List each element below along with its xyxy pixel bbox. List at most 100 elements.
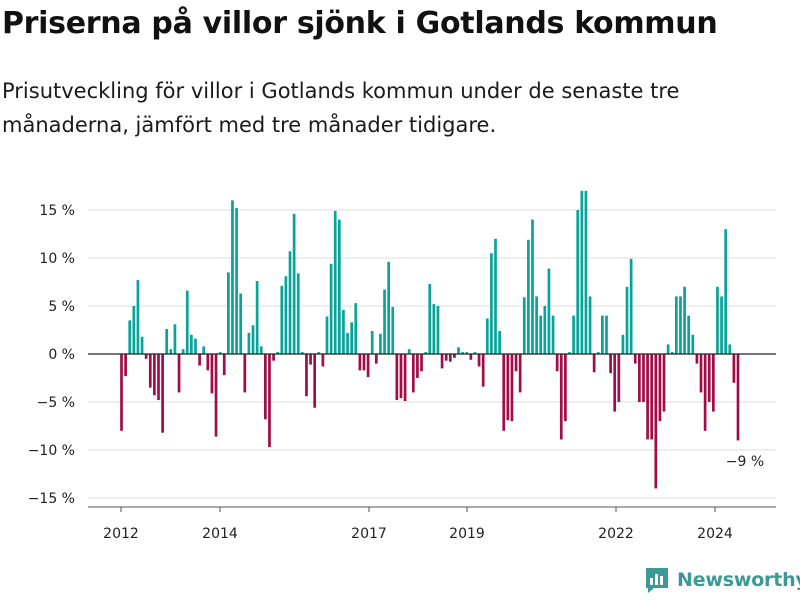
bar [703,354,707,431]
bar [494,238,497,354]
bar [592,354,596,373]
bar [716,286,719,354]
bar [198,354,201,366]
bar [572,315,575,354]
bar [288,251,292,354]
bar [720,296,723,354]
x-tick-label: 2017 [351,526,387,542]
bar [535,296,538,354]
bar [264,354,267,420]
bar [485,318,489,354]
bar [148,354,152,388]
bar [638,354,641,402]
bar [342,309,345,354]
bar [391,306,395,354]
bar [629,258,633,354]
bar [173,324,177,354]
bar [465,352,469,354]
bar [559,354,563,440]
bar [490,253,493,354]
bar [502,354,506,431]
bar [691,334,695,354]
x-tick-label: 2019 [449,526,485,542]
bar [399,354,403,399]
bar [190,334,193,354]
bar [621,334,625,354]
y-tick-label: 5 % [48,299,75,315]
bar [231,200,234,354]
bar [350,322,354,354]
bar [161,354,164,433]
bar [255,281,259,354]
bar [358,354,362,371]
bar [666,344,670,354]
bar [272,354,275,361]
bar [177,354,181,393]
chart-subtitle: Prisutveckling för villor i Gotlands kom… [2,79,680,137]
bar [547,268,551,354]
bar [383,289,386,354]
bar [683,286,686,354]
bar [568,352,571,354]
bar [564,354,567,422]
bar [128,320,132,354]
x-tick-label: 2014 [202,526,238,542]
y-tick-label: 0 % [48,347,75,363]
bar [469,354,473,360]
bar [522,297,526,354]
chart-title: Priserna på villor sjönk i Gotlands komm… [2,6,718,41]
bar [292,213,296,354]
bar [461,352,464,354]
bar [243,354,247,393]
bar [124,354,127,377]
bar [337,219,341,354]
bar [317,352,321,354]
y-tick-label: −15 % [28,491,75,507]
bar [695,354,699,364]
last-value-label: −9 % [726,454,764,470]
y-tick-label: −5 % [37,395,75,411]
bar [675,296,678,354]
bar [321,354,325,367]
brand-logo: Newsworthy [644,566,800,594]
y-tick-label: 10 % [39,251,75,267]
bar [239,293,243,354]
gridlines [88,209,776,499]
y-tick-label: 15 % [39,203,75,219]
bar [687,315,691,354]
bar [420,354,423,372]
bar [153,354,156,396]
bar [206,354,210,371]
bar [711,354,715,412]
bar [218,352,222,354]
bar [527,239,530,354]
bar [576,210,580,354]
bar [309,354,312,365]
bar [136,280,140,354]
bar [642,354,645,402]
bar [235,208,238,354]
bar [670,352,674,354]
bar [584,190,588,354]
bar [169,349,173,354]
bar [633,354,637,364]
bar [506,354,510,421]
bar [325,316,329,354]
bar [510,354,514,422]
bar [625,286,629,354]
x-axis-ticks: 2012 2014 2017 2019 2022 2024 [103,507,733,542]
bar [165,329,169,354]
bar [416,354,419,378]
bar [654,354,658,489]
bar [436,306,440,354]
bar [531,219,534,354]
bar [448,354,452,362]
bar [362,354,366,371]
bar [457,347,460,354]
bar [428,283,432,354]
x-tick-label: 2012 [103,526,139,542]
bar [551,315,555,354]
bar [518,354,522,393]
y-tick-label: −10 % [28,443,75,459]
bar [407,349,411,354]
